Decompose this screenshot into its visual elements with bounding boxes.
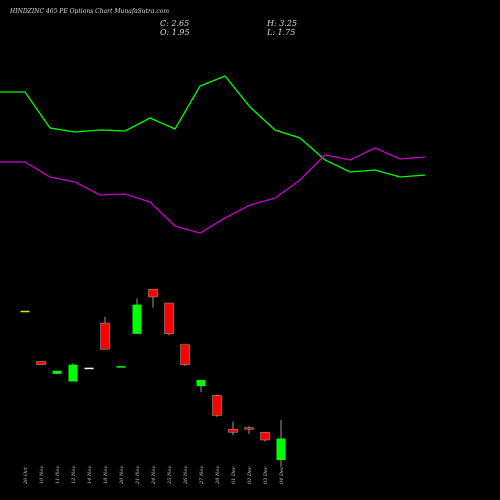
x-tick-label: 04 Dec <box>279 466 285 484</box>
candle-body <box>244 427 254 430</box>
x-tick-label: 11 Nov <box>55 466 61 484</box>
candle <box>52 370 62 374</box>
indicator-lines <box>0 75 426 234</box>
x-tick-label: 12 Nov <box>71 466 77 484</box>
candle <box>212 395 222 417</box>
x-tick-label: 14 Nov <box>87 466 93 484</box>
candle <box>116 366 126 368</box>
x-tick-labels: 20 Oct 10 Nov 11 Nov 12 Nov 14 Nov 18 Nov 20 N… <box>23 466 285 485</box>
x-tick-label: 03 Dec <box>263 466 269 484</box>
x-tick-label: 10 Nov <box>39 466 45 484</box>
x-tick-label: 21 Nov <box>135 466 141 485</box>
candle <box>132 298 142 334</box>
candle-body <box>228 428 238 433</box>
candles <box>20 288 286 467</box>
candle-body <box>180 344 190 365</box>
x-tick-label: 25 Nov <box>167 466 173 485</box>
x-tick-label: 18 Nov <box>103 466 109 484</box>
candle <box>20 310 30 313</box>
chart-title: HINDZINC 465 PE Options Chart MunafaSutr… <box>10 8 170 15</box>
low-readout: L: 1.75 <box>267 28 296 37</box>
candle <box>276 419 286 467</box>
candle <box>164 302 174 336</box>
candle-body <box>276 438 286 461</box>
candle-body <box>52 370 62 374</box>
candle <box>180 344 190 367</box>
candle-body <box>68 364 78 382</box>
open-readout: O: 1.95 <box>160 28 190 37</box>
x-tick-label: 26 Nov <box>183 466 189 485</box>
close-readout: C: 2.65 <box>160 19 190 28</box>
candle <box>100 316 110 350</box>
indicator-line-2 <box>0 147 426 234</box>
candle <box>84 367 94 370</box>
candle <box>68 363 78 382</box>
candle <box>36 361 46 365</box>
candle-body <box>164 302 174 335</box>
candle <box>260 432 270 442</box>
candle-body <box>100 322 110 350</box>
candle <box>244 426 254 434</box>
x-tick-label: 20 Nov <box>119 466 125 485</box>
indicator-line-1 <box>0 75 426 178</box>
high-readout: H: 3.25 <box>267 19 298 28</box>
candle-body <box>36 361 46 365</box>
candle-body <box>116 366 126 368</box>
x-tick-label: 02 Dec <box>247 466 253 484</box>
candle-body <box>196 379 206 387</box>
x-tick-label: 27 Nov <box>199 466 205 485</box>
x-tick-label: 01 Dec <box>231 466 237 484</box>
x-tick-label: 24 Nov <box>151 466 157 485</box>
candle-body <box>20 310 30 313</box>
candle <box>148 288 158 308</box>
candle-body <box>212 395 222 416</box>
candle <box>196 379 206 393</box>
candle-body <box>260 432 270 441</box>
x-tick-label: 20 Oct <box>23 466 29 485</box>
candle-body <box>132 304 142 334</box>
x-tick-label: 28 Nov <box>215 466 221 485</box>
candle <box>228 421 238 436</box>
candle-body <box>148 288 158 298</box>
candle-body <box>84 367 94 370</box>
